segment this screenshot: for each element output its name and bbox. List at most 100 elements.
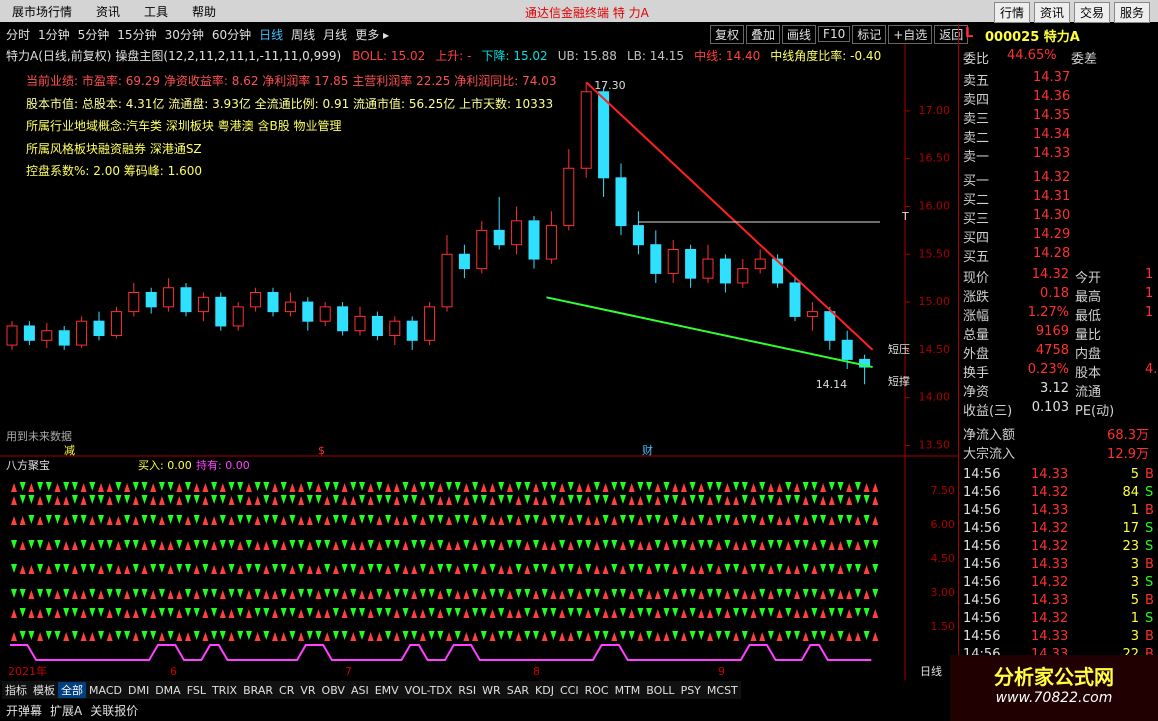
y-tick-label: 14.50 [919,343,951,356]
period-tab[interactable]: 更多 ▸ [355,27,390,42]
indicator-tab[interactable]: CCI [559,683,579,697]
signal-arrow [419,496,426,505]
period-tab[interactable]: 月线 [323,27,348,42]
menu-item[interactable]: 展市场行情 [12,4,73,19]
indicator-tab[interactable]: VR [300,683,316,697]
signal-arrow [298,540,305,549]
indicator-tab[interactable]: CR [279,683,295,697]
panel-value: 持有: 0.00 [196,458,250,472]
menu-item[interactable]: 帮助 [192,4,217,19]
top-button[interactable]: 服务 [1113,2,1150,23]
indicator-tab[interactable]: SAR [506,683,530,697]
indicator-tab[interactable]: 指标 [5,684,27,697]
indicator-tab[interactable]: KDJ [535,683,554,697]
tool-button[interactable]: 复权 [710,24,745,44]
period-tab[interactable]: 日线 [259,27,284,42]
period-tab[interactable]: 1分钟 [38,27,70,42]
indicator-tab[interactable]: OBV [321,683,345,697]
signal-arrow [794,483,800,492]
signal-arrow [724,496,731,505]
signal-arrow [741,495,748,504]
signal-arrow [767,495,774,504]
value: 1 [1145,286,1154,301]
signal-arrow [37,482,44,491]
signal-arrow [828,482,835,491]
candle-body [580,91,592,169]
signal-arrow [376,541,383,550]
signal-arrow [863,590,870,599]
signal-arrow [454,515,461,524]
period-tab[interactable]: 15分钟 [117,27,157,42]
top-button[interactable]: 行情 [993,2,1030,23]
candle-body [511,220,523,246]
signal-arrow [28,609,35,618]
indicator-tab[interactable]: WR [482,683,501,697]
tool-button[interactable]: 叠加 [746,24,781,44]
indicator-tab[interactable]: 全部 [58,682,86,698]
signal-arrow [219,565,226,574]
period-tab[interactable]: 30分钟 [164,27,204,42]
indicator-tab[interactable]: 模板 [33,684,55,697]
period-tab[interactable]: 分时 [6,27,31,42]
top-button[interactable]: 交易 [1073,2,1110,23]
status-item[interactable]: 扩展A [50,703,83,718]
indicator-tab[interactable]: MTM [614,683,641,697]
signal-arrow [515,632,522,641]
signal-arrow [437,496,444,505]
signal-arrow [785,589,792,598]
top-button[interactable]: 资讯 [1033,2,1070,23]
tool-button[interactable]: F10 [818,26,851,42]
candle-body [737,268,749,284]
indicator-tab[interactable]: DMA [155,683,181,697]
tool-button[interactable]: +自选 [888,24,933,44]
signal-arrow [707,589,713,598]
indicator-tab[interactable]: DMI [127,683,150,697]
signal-arrow [828,589,835,598]
indicator-tab[interactable]: EMV [374,683,399,697]
signal-arrow [298,483,305,492]
trade-side: B [1145,647,1154,662]
menu-item[interactable]: 资讯 [96,4,121,19]
signal-arrow [454,482,461,491]
signal-arrow [150,564,157,573]
signal-arrow [228,516,235,525]
indicator-tab[interactable]: MCST [706,683,738,697]
signal-arrow [663,495,670,504]
tool-button[interactable]: 画线 [782,24,817,44]
signal-arrow [620,495,626,504]
signal-arrow [698,590,705,599]
candle-body [789,282,801,317]
marker: 用到未来数据 [6,429,72,443]
period-tab[interactable]: 周线 [291,27,316,42]
signal-arrow [237,482,244,491]
indicator-tab[interactable]: ASI [350,683,369,697]
menu-item[interactable]: 工具 [144,4,169,19]
signal-arrow [211,631,218,640]
period-tab[interactable]: 60分钟 [211,27,252,42]
status-item[interactable]: 关联报价 [90,703,139,718]
signal-arrow [672,631,679,640]
period-tab[interactable]: 5分钟 [77,27,110,42]
signal-arrow [376,632,383,641]
indicator-tab[interactable]: BRAR [243,683,274,697]
tool-button[interactable]: 返回 [934,24,969,44]
indicator-tab[interactable]: FSL [186,683,206,697]
signal-arrow [611,496,618,505]
indicator-tab[interactable]: MACD [89,683,122,697]
indicator-tab[interactable]: PSY [680,683,701,697]
label: 买三 [963,212,990,227]
indicator-tab[interactable]: BOLL [646,683,675,697]
y-tick-label: 15.00 [919,295,951,308]
signal-arrow [750,632,757,641]
signal-arrow [602,483,609,492]
indicator-tab[interactable]: RSI [458,683,477,697]
tool-button[interactable]: 标记 [852,24,887,44]
signal-arrow [533,496,539,505]
signal-arrow [489,483,496,492]
status-item[interactable]: 开弹幕 [6,703,43,718]
indicator-tab[interactable]: VOL-TDX [404,683,453,697]
indicator-tab[interactable]: ROC [584,683,609,697]
indicator-tab[interactable]: TRIX [211,683,238,697]
signal-arrow [446,564,452,573]
signal-arrow [141,631,148,640]
